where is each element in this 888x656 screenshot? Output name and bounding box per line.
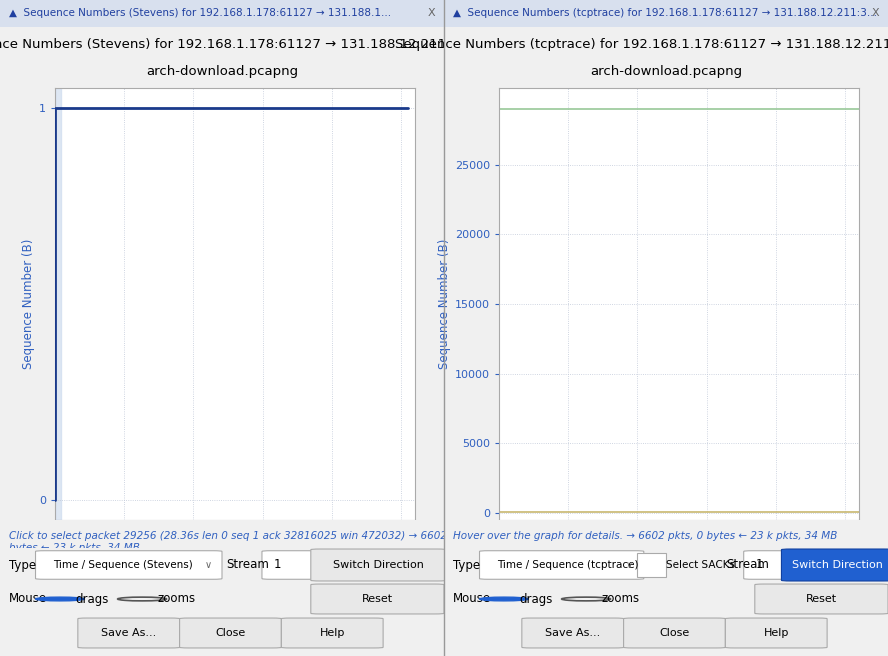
Text: Stream: Stream <box>226 558 269 571</box>
FancyBboxPatch shape <box>311 549 446 581</box>
Text: zooms: zooms <box>602 592 639 605</box>
Text: 1: 1 <box>274 558 281 571</box>
Text: Reset: Reset <box>805 594 837 604</box>
Text: ▲  Sequence Numbers (Stevens) for 192.168.1.178:61127 → 131.188.1...: ▲ Sequence Numbers (Stevens) for 192.168… <box>9 9 391 18</box>
Circle shape <box>36 597 84 601</box>
Y-axis label: Sequence Number (B): Sequence Number (B) <box>438 239 451 369</box>
FancyBboxPatch shape <box>262 551 318 579</box>
Text: Save As...: Save As... <box>101 628 156 638</box>
Text: drags: drags <box>519 592 553 605</box>
Text: ▲  Sequence Numbers (tcptrace) for 192.168.1.178:61127 → 131.188.12.211:3...: ▲ Sequence Numbers (tcptrace) for 192.16… <box>453 9 876 18</box>
Text: Time / Sequence (tcptrace): Time / Sequence (tcptrace) <box>497 560 638 570</box>
Text: Close: Close <box>660 628 690 638</box>
FancyBboxPatch shape <box>179 618 281 648</box>
Text: Time / Sequence (Stevens): Time / Sequence (Stevens) <box>53 560 193 570</box>
Text: ∨: ∨ <box>626 560 633 570</box>
Text: arch-download.pcapng: arch-download.pcapng <box>146 65 298 77</box>
FancyBboxPatch shape <box>36 551 222 579</box>
FancyBboxPatch shape <box>781 549 888 581</box>
Text: arch-download.pcapng: arch-download.pcapng <box>590 65 742 77</box>
Text: Click to select packet 29256 (28.36s len 0 seq 1 ack 32816025 win 472032) → 6602: Click to select packet 29256 (28.36s len… <box>9 531 486 553</box>
FancyBboxPatch shape <box>623 618 725 648</box>
FancyBboxPatch shape <box>743 551 795 579</box>
Text: X: X <box>427 9 435 18</box>
FancyBboxPatch shape <box>281 618 383 648</box>
Circle shape <box>480 597 528 601</box>
Text: Help: Help <box>764 628 789 638</box>
FancyBboxPatch shape <box>637 553 666 577</box>
Text: X: X <box>871 9 879 18</box>
Text: Save As...: Save As... <box>545 628 600 638</box>
FancyBboxPatch shape <box>725 618 827 648</box>
Text: Mouse: Mouse <box>9 592 47 605</box>
X-axis label: Time (s): Time (s) <box>655 543 703 556</box>
FancyBboxPatch shape <box>480 551 644 579</box>
Text: Help: Help <box>320 628 345 638</box>
FancyBboxPatch shape <box>755 584 888 614</box>
Text: Sequence Numbers (tcptrace) for 192.168.1.178:61127 → 131.188.12.211:37674: Sequence Numbers (tcptrace) for 192.168.… <box>394 38 888 51</box>
Text: drags: drags <box>75 592 109 605</box>
Bar <box>55 88 60 520</box>
Text: Mouse: Mouse <box>453 592 491 605</box>
FancyBboxPatch shape <box>78 618 179 648</box>
Text: Switch Direction: Switch Direction <box>333 560 424 570</box>
Text: 1: 1 <box>756 558 763 571</box>
Text: Close: Close <box>216 628 246 638</box>
X-axis label: Time (s): Time (s) <box>211 543 259 556</box>
Y-axis label: Sequence Number (B): Sequence Number (B) <box>22 239 35 369</box>
Text: Sequence Numbers (Stevens) for 192.168.1.178:61127 → 131.188.12.211:37674: Sequence Numbers (Stevens) for 192.168.1… <box>0 38 492 51</box>
Text: Switch Direction: Switch Direction <box>791 560 883 570</box>
FancyBboxPatch shape <box>311 584 444 614</box>
Text: Reset: Reset <box>361 594 393 604</box>
Text: ∨: ∨ <box>204 560 211 570</box>
FancyBboxPatch shape <box>522 618 623 648</box>
Text: Select SACKs: Select SACKs <box>666 560 735 570</box>
Text: Type: Type <box>9 558 36 571</box>
Text: Hover over the graph for details. → 6602 pkts, 0 bytes ← 23 k pkts, 34 MB: Hover over the graph for details. → 6602… <box>453 531 837 541</box>
Text: Type: Type <box>453 558 480 571</box>
Text: zooms: zooms <box>157 592 195 605</box>
Text: Stream: Stream <box>725 558 769 571</box>
